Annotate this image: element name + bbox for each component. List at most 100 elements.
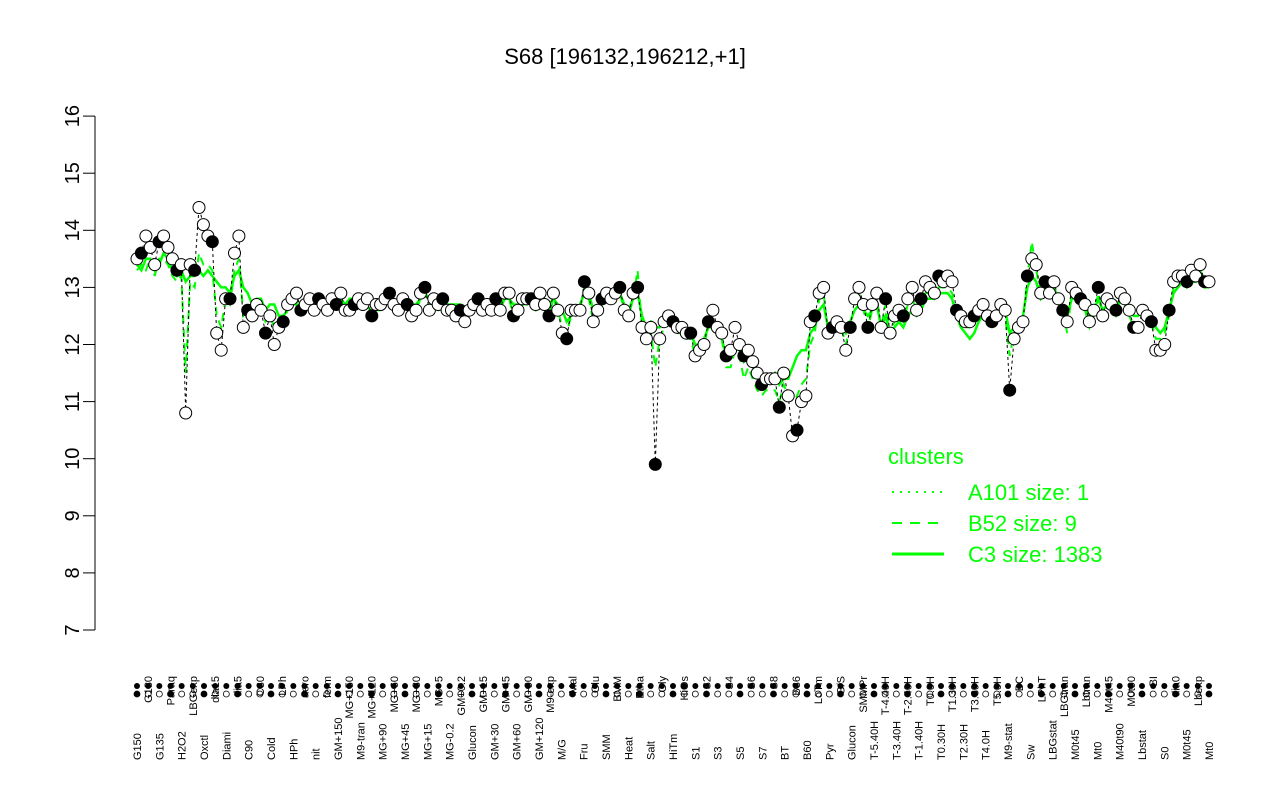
data-point [697,338,711,351]
x-tick-label: LPh [277,676,289,696]
x-tick-label: Sw [1025,745,1037,760]
x-tick-dot [1083,683,1090,689]
data-point [1082,315,1096,329]
x-tick-label: M0t45 [1070,729,1082,760]
data-point [639,332,653,346]
x-tick-dot [1127,683,1134,689]
data-point [998,303,1012,317]
x-tick-dot [234,683,241,689]
x-tick-label: T2.30H [958,724,970,760]
x-tick-dot [837,690,844,698]
x-tick-label: Glucon [467,725,479,760]
data-point [573,303,587,317]
x-tick-label: HiOs [679,676,691,701]
x-tick-dot [423,690,431,698]
x-tick-dot [256,690,264,698]
x-tick-label: S0 [1159,747,1171,760]
y-tick-label: 16 [62,105,84,127]
x-tick-dot [1094,683,1101,689]
x-tick-label: GM+30 [489,724,501,760]
x-tick-label: ferm [322,676,334,698]
data-point [1003,383,1017,397]
x-tick-dot [904,690,911,698]
data-point [1056,303,1070,317]
data-point [631,280,645,294]
x-tick-label: S2 [702,676,714,689]
x-tick-dot [714,683,721,689]
x-tick-dot [692,683,699,689]
x-tick-dot [725,683,732,689]
x-tick-dot [1127,690,1135,698]
x-tick-dot [402,683,408,689]
x-tick-dot [1116,683,1123,689]
x-tick-dot [547,683,554,689]
x-tick-label: GM+90 [523,676,535,712]
x-tick-label: GM+150 [333,718,345,761]
data-point [560,332,574,346]
x-tick-label: M9-tran [355,722,367,760]
x-tick-dot [1172,690,1179,698]
x-tick-label: S1 [690,747,702,760]
x-tick-label: H2O2 [177,731,189,760]
data-point [205,235,219,249]
x-tick-dot [524,690,532,698]
x-tick-label: T3.30H [970,676,982,712]
x-tick-dot [982,690,990,698]
x-tick-dot [569,690,576,698]
x-tick-dot [390,690,398,698]
x-tick-dot [1183,690,1191,698]
x-tick-dot [290,683,297,689]
x-tick-dot [770,690,777,698]
x-tick-label: Pyr [824,743,836,760]
x-tick-label: GM+0.2 [456,676,468,715]
data-point [790,423,804,437]
x-tick-dot [915,683,922,689]
x-tick-label: LBGtran [1059,676,1071,717]
data-point [1047,275,1061,289]
legend-label: C3 size: 1383 [968,542,1103,567]
data-point [1131,320,1145,334]
x-tick-dot [267,690,275,698]
x-tick-dot [1049,690,1057,698]
x-tick-dot [803,690,811,698]
x-tick-dot [580,690,588,698]
data-point [843,320,857,334]
data-point [852,280,866,294]
x-tick-dot [167,683,174,689]
x-tick-label: M9-exp [545,676,557,713]
data-point [1007,332,1021,346]
x-tick-dot [145,683,152,689]
x-tick-dot [167,690,174,698]
x-tick-dot [1038,683,1045,689]
data-point [927,286,941,300]
x-tick-dot [591,683,598,689]
x-tick-label: G135 [154,733,166,760]
x-tick-dot [658,683,665,689]
x-tick-dot [882,683,889,689]
x-tick-dot [736,690,744,698]
data-point [436,292,450,306]
x-tick-dot [971,690,978,698]
x-tick-dot [680,690,688,698]
data-point [905,280,919,294]
x-tick-label: MG+15 [422,724,434,760]
x-tick-dot [457,683,464,689]
x-tick-dot [859,690,867,698]
series-line-a101 [136,207,1209,465]
x-tick-label: Mt0 [1092,742,1104,760]
x-tick-dot [535,690,543,698]
x-tick-dot [133,690,141,698]
data-point [1109,303,1123,317]
data-point [910,303,924,317]
x-tick-dot [1172,683,1179,689]
x-tick-dot [748,683,755,689]
x-tick-dot [412,690,420,698]
x-tick-dot [926,683,933,689]
x-tick-label: LBGexp [188,676,200,716]
x-tick-dot [591,690,599,698]
x-tick-dot [893,683,900,689]
x-tick-dot [837,683,844,689]
x-tick-dot [134,683,140,689]
data-point [334,286,348,300]
x-tick-dot [323,690,331,698]
